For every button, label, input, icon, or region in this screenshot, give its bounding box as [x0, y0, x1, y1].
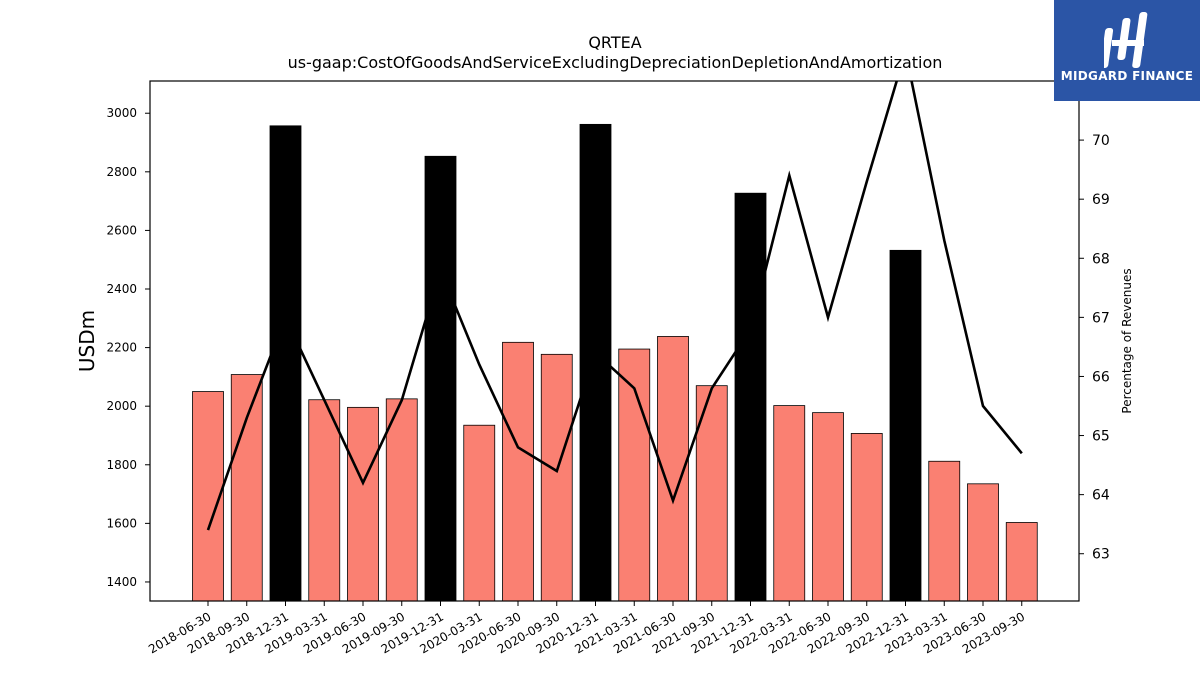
- right-tick-label: 66: [1092, 369, 1110, 385]
- logo-text: MIDGARD FINANCE: [1060, 69, 1194, 83]
- bar-2018-09-30: [230, 374, 263, 602]
- left-tick-label: 2400: [106, 282, 137, 296]
- left-tick-label: 1800: [106, 458, 137, 472]
- line-series: [206, 81, 1023, 531]
- bar-2019-12-31: [424, 155, 457, 602]
- left-axis-ticks: 1400 1600 1800 2000 2200 2400 2600 2800 3000: [106, 106, 150, 589]
- left-tick-label: 1600: [106, 516, 137, 530]
- right-tick-label: 64: [1092, 488, 1110, 504]
- x-axis-ticks: 2018-06-302018-09-302018-12-312019-03-31…: [146, 601, 1027, 656]
- bar-2018-12-31: [269, 125, 302, 602]
- bar-2022-03-31: [773, 405, 806, 602]
- chart-subtitle: us-gaap:CostOfGoodsAndServiceExcludingDe…: [288, 53, 943, 72]
- right-tick-label: 63: [1092, 547, 1110, 563]
- bar-2019-03-31: [308, 399, 341, 602]
- bar-2021-12-31: [734, 192, 767, 602]
- left-tick-label: 3000: [106, 106, 137, 120]
- right-tick-label: 69: [1092, 192, 1110, 208]
- percentage-line: [206, 81, 1023, 531]
- bar-2022-12-31: [889, 249, 922, 602]
- bar-2023-09-30: [1005, 522, 1038, 602]
- bar-series: [192, 123, 1038, 602]
- left-tick-label: 2200: [106, 341, 137, 355]
- right-tick-label: 65: [1092, 429, 1110, 445]
- bar-2020-06-30: [502, 341, 534, 602]
- bar-2020-09-30: [540, 353, 573, 602]
- left-axis-label: USDm: [75, 310, 99, 372]
- right-tick-label: 68: [1092, 251, 1110, 267]
- bar-2023-06-30: [967, 483, 999, 602]
- midgard-logo-icon: [1104, 12, 1148, 68]
- chart-title: QRTEA: [588, 33, 641, 52]
- plot-frame: [149, 80, 1080, 602]
- bar-2022-06-30: [812, 412, 844, 602]
- right-tick-label: 67: [1092, 310, 1110, 326]
- bar-2023-03-31: [928, 460, 961, 602]
- brand-logo: MIDGARD FINANCE: [1054, 0, 1200, 101]
- left-tick-label: 1400: [106, 575, 137, 589]
- right-axis-label: Percentage of Revenues: [1120, 268, 1134, 413]
- bar-2022-09-30: [850, 433, 883, 602]
- bar-2019-09-30: [385, 398, 418, 602]
- left-tick-label: 2800: [106, 165, 137, 179]
- left-tick-label: 2600: [106, 223, 137, 237]
- bar-2020-03-31: [463, 424, 496, 602]
- bar-2019-06-30: [347, 406, 379, 602]
- left-tick-label: 2000: [106, 399, 137, 413]
- right-axis-ticks: 63 64 65 66 67 68 69 70: [1079, 133, 1110, 563]
- right-tick-label: 70: [1092, 133, 1110, 149]
